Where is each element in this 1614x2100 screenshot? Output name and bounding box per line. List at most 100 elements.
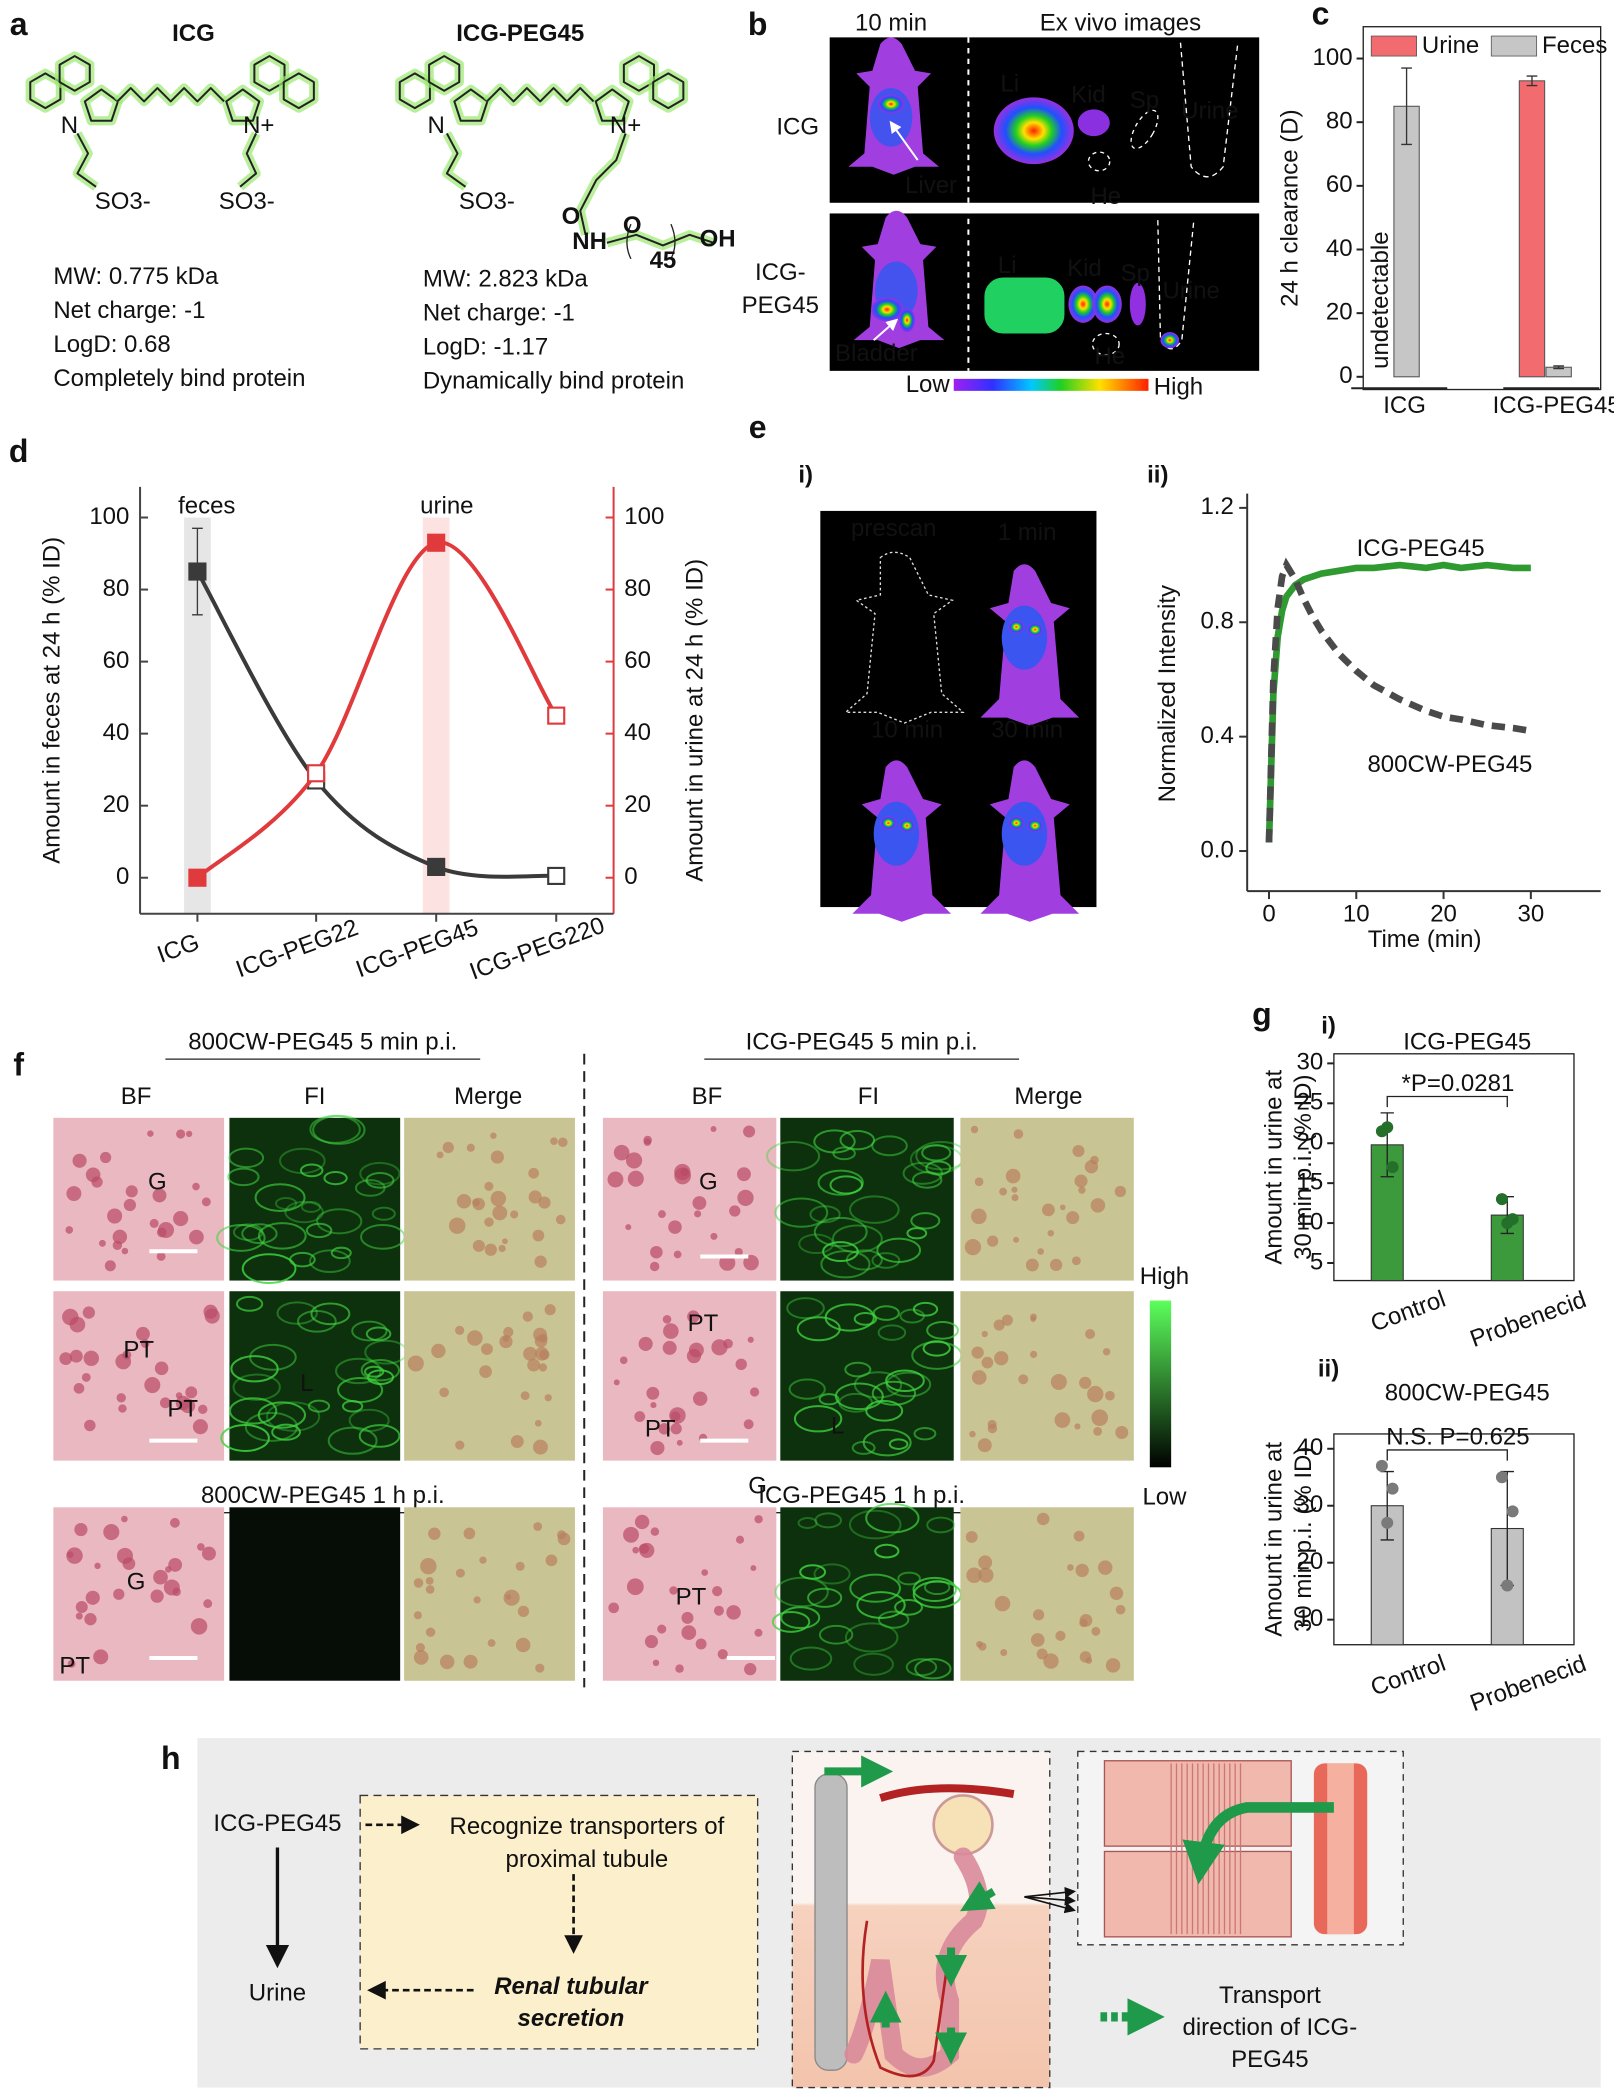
- nucleus: [523, 1346, 538, 1361]
- nucleus: [650, 1440, 665, 1456]
- y-tick-label: 0.8: [1200, 608, 1233, 635]
- nucleus: [1005, 1168, 1021, 1184]
- x-tick-label: ICG-PEG45: [1493, 392, 1614, 419]
- nucleus: [59, 1352, 73, 1366]
- nucleus: [974, 1177, 984, 1187]
- legend-label: direction of ICG-: [1182, 2014, 1357, 2041]
- fluorescence: [244, 1411, 299, 1442]
- nucleus: [75, 1601, 88, 1614]
- organ: [1130, 109, 1159, 150]
- nucleus: [533, 1327, 547, 1342]
- structure-bond: [652, 72, 685, 110]
- fluorescence: [365, 1326, 392, 1342]
- fluorescence: [299, 1163, 324, 1178]
- nucleus: [149, 1218, 159, 1228]
- nucleus: [425, 1585, 435, 1594]
- nucleus: [503, 1326, 514, 1338]
- structure-bond: [453, 88, 489, 122]
- nucleus: [1091, 1409, 1109, 1427]
- nucleus: [91, 1176, 103, 1188]
- x-tick-label: ICG: [154, 929, 203, 969]
- nucleus: [626, 1578, 644, 1596]
- nucleus: [713, 1605, 724, 1616]
- nucleus: [619, 1356, 628, 1365]
- series-line: [1265, 561, 1531, 843]
- fluorescence: [766, 1140, 821, 1172]
- signal: [1008, 816, 1025, 830]
- fluorescence: [771, 1610, 811, 1633]
- y2-tick-label: 80: [624, 575, 651, 602]
- fluorescence: [839, 1129, 876, 1151]
- nucleus: [107, 1208, 123, 1224]
- nucleus: [163, 1579, 180, 1596]
- nucleus: [473, 1596, 481, 1604]
- nucleus: [1013, 1236, 1020, 1243]
- nucleus: [1109, 1586, 1124, 1600]
- nucleus: [650, 1402, 657, 1409]
- panel-label: g: [1252, 996, 1272, 1032]
- nucleus: [687, 1310, 700, 1323]
- x-axis-label: Time (min): [1368, 926, 1482, 953]
- nucleus: [170, 1517, 180, 1528]
- fluorescence: [914, 1658, 952, 1680]
- fluorescence: [813, 1216, 868, 1248]
- nucleus: [670, 1423, 682, 1435]
- nucleus: [735, 1358, 747, 1371]
- nucleus: [657, 1624, 667, 1634]
- chart-title: 800CW-PEG45: [1385, 1379, 1550, 1406]
- nucleus: [442, 1141, 454, 1154]
- organ-label: He: [1090, 183, 1121, 210]
- organ-label: Li: [998, 252, 1017, 279]
- nucleus: [140, 1339, 150, 1348]
- fluorescence: [871, 1252, 901, 1269]
- structure-glow: [72, 131, 99, 191]
- y-tick-label: 40: [103, 719, 130, 746]
- data-point: [1495, 1193, 1508, 1206]
- nucleus: [455, 1440, 465, 1450]
- nucleus: [734, 1247, 743, 1257]
- nucleus: [192, 1182, 200, 1191]
- nucleus: [84, 1419, 96, 1432]
- nucleus: [978, 1555, 993, 1570]
- y-axis-label: Amount in urine at: [1261, 1442, 1288, 1637]
- step-label: Renal tubular: [494, 1973, 649, 2000]
- nucleus: [1049, 1258, 1063, 1272]
- x-tick-label: Probenecid: [1467, 1286, 1590, 1353]
- fluorescence: [818, 1624, 854, 1645]
- nucleus: [662, 1340, 677, 1355]
- nucleus: [994, 1595, 1011, 1612]
- fluorescence: [844, 1622, 899, 1653]
- property: Dynamically bind protein: [423, 368, 684, 395]
- fluorescence: [818, 1393, 840, 1406]
- nucleus: [1011, 1186, 1018, 1193]
- fluorescence: [312, 1114, 366, 1145]
- y2-tick-label: 0: [624, 863, 637, 890]
- nucleus: [663, 1323, 679, 1339]
- nucleus: [1090, 1198, 1106, 1213]
- y-tick-label: 100: [89, 503, 129, 530]
- annotation: *P=0.0281: [1402, 1070, 1515, 1097]
- nucleus: [658, 1423, 671, 1435]
- sub-label: i): [798, 462, 813, 489]
- y-tick-label: 0.0: [1200, 836, 1233, 863]
- fluorescence: [307, 1399, 331, 1413]
- colorbar-label: Low: [1142, 1483, 1187, 1510]
- nucleus: [969, 1430, 976, 1438]
- fluorescence: [813, 1563, 851, 1585]
- x-tick-label: ICG-PEG220: [466, 912, 608, 986]
- y2-tick-label: 100: [624, 503, 664, 530]
- micrograph: [229, 1117, 401, 1281]
- nucleus: [481, 1343, 493, 1355]
- fluorescence: [337, 1376, 384, 1404]
- nucleus: [436, 1151, 444, 1159]
- nucleus: [1037, 1248, 1044, 1255]
- nucleus: [965, 1531, 978, 1543]
- organ: [984, 277, 1065, 334]
- nucleus: [533, 1522, 543, 1531]
- structure-glow: [237, 131, 261, 191]
- nucleus: [1067, 1564, 1074, 1571]
- y-tick-label: 20: [1297, 1548, 1324, 1575]
- nucleus: [85, 1590, 100, 1605]
- data-point: [1381, 1121, 1394, 1134]
- nucleus: [201, 1546, 216, 1561]
